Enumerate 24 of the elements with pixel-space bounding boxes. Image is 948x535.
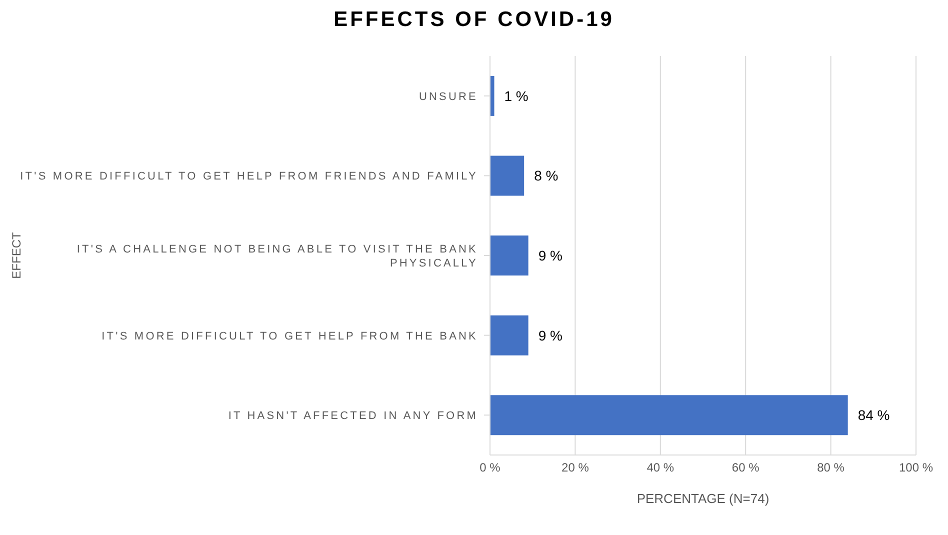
bar [490,395,848,436]
data-label: 9 % [538,327,562,344]
x-axis-title: PERCENTAGE (N=74) [636,491,770,506]
y-tick-label: IT'S A CHALLENGE NOT BEING ABLE TO VISIT THE BANK PHYSICALLY [76,244,478,270]
y-tick-label: IT HASN'T AFFECTED IN ANY FORM [228,410,478,422]
y-tick-label: IT'S MORE DIFFICULT TO GET HELP FROM FRIENDS AND FAMILY [20,170,478,183]
x-tick-label: 60 % [732,460,760,475]
bar [490,315,528,356]
data-label: 84 % [858,407,890,424]
data-label: 1 % [504,88,528,104]
x-tick-label: 0 % [480,460,501,475]
y-tick-label: UNSURE [418,90,478,103]
x-tick-label: 100 % [898,460,934,475]
y-tick-label: IT'S MORE DIFFICULT TO GET HELP FROM THE BANK [102,330,478,342]
x-tick-label: 40 % [646,460,674,475]
y-axis-title: EFFECT [9,232,24,279]
x-tick-label: 20 % [562,460,590,475]
bar [490,156,524,196]
bar [490,76,494,116]
data-label: 9 % [538,248,562,264]
chart-title: EFFECTS OF COVID-19 [332,8,616,33]
x-tick-label: 80 % [817,460,845,475]
bar [490,236,528,276]
data-label: 8 % [534,168,558,184]
